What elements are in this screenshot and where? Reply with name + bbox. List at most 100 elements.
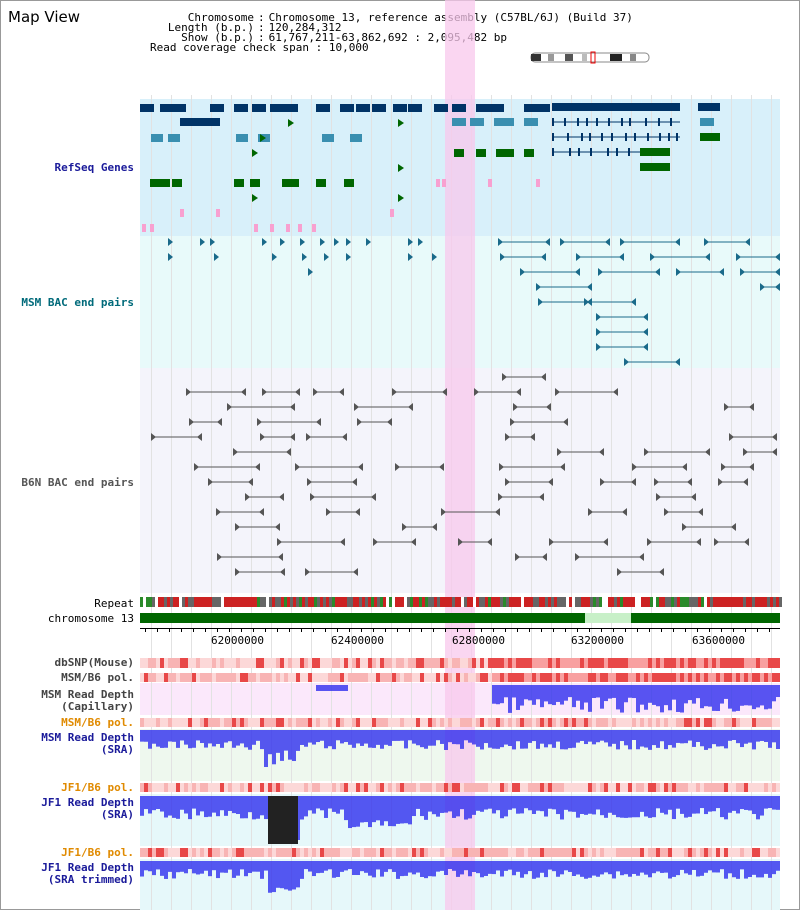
msm-b6-pol-cell[interactable] — [540, 673, 544, 682]
jf1-sra-bar[interactable] — [576, 796, 580, 818]
repeat-segment[interactable] — [344, 597, 347, 607]
msm-sra-bar[interactable] — [456, 730, 460, 745]
jf1-b6-pol-cell[interactable] — [236, 783, 240, 792]
msm-sra-bar[interactable] — [408, 730, 412, 741]
jf1-trimmed-bar[interactable] — [616, 861, 620, 872]
jf1-b6-pol-cell[interactable] — [260, 848, 264, 857]
msm-capillary-bar[interactable] — [748, 685, 752, 706]
msm-b6-pol-cell[interactable] — [140, 718, 144, 727]
jf1-trimmed-bar[interactable] — [160, 861, 164, 876]
msm-b6-pol-cell[interactable] — [224, 718, 228, 727]
msm-bac-pair-end[interactable] — [620, 238, 625, 246]
msm-b6-pol-cell[interactable] — [480, 718, 484, 727]
gene-feature[interactable] — [172, 104, 186, 112]
jf1-trimmed-bar[interactable] — [560, 861, 564, 875]
jf1-b6-pol-cell[interactable] — [552, 783, 556, 792]
jf1-sra-bar[interactable] — [300, 796, 304, 820]
repeat-segment[interactable] — [773, 597, 776, 607]
jf1-b6-pol-cell[interactable] — [748, 848, 752, 857]
repeat-segment[interactable] — [254, 597, 257, 607]
dbsnp-cell[interactable] — [204, 658, 208, 668]
dbsnp-cell[interactable] — [536, 658, 540, 668]
repeat-segment[interactable] — [143, 597, 146, 607]
jf1-b6-pol-cell[interactable] — [232, 848, 236, 857]
repeat-segment[interactable] — [755, 597, 758, 607]
jf1-b6-pol-cell[interactable] — [604, 783, 608, 792]
repeat-segment[interactable] — [476, 597, 479, 607]
b6n-bac-pair-end[interactable] — [245, 493, 250, 501]
repeat-segment[interactable] — [533, 597, 536, 607]
small-feature[interactable] — [312, 224, 316, 232]
repeat-segment[interactable] — [563, 597, 566, 607]
msm-sra-bar[interactable] — [552, 730, 556, 748]
repeat-segment[interactable] — [371, 597, 374, 607]
b6n-bac-pair-end[interactable] — [290, 403, 295, 411]
jf1-sra-bar[interactable] — [424, 796, 428, 820]
msm-b6-pol-cell[interactable] — [684, 718, 688, 727]
repeat-segment[interactable] — [560, 597, 563, 607]
msm-capillary-bar[interactable] — [680, 685, 684, 713]
msm-capillary-bar[interactable] — [504, 685, 508, 698]
msm-sra-bar[interactable] — [368, 730, 372, 748]
jf1-b6-pol-cell[interactable] — [700, 848, 704, 857]
dbsnp-cell[interactable] — [752, 658, 756, 668]
msm-b6-pol-cell[interactable] — [604, 673, 608, 682]
jf1-b6-pol-cell[interactable] — [716, 783, 720, 792]
jf1-sra-bar[interactable] — [184, 796, 188, 814]
b6n-bac-pair-end[interactable] — [548, 478, 553, 486]
msm-capillary-bar[interactable] — [540, 685, 544, 708]
msm-sra-bar[interactable] — [204, 730, 208, 748]
jf1-b6-pol-cell[interactable] — [696, 783, 700, 792]
track-label-dbsnp[interactable]: dbSNP(Mouse) — [54, 656, 134, 669]
msm-b6-pol-cell[interactable] — [216, 718, 220, 727]
msm-b6-pol-cell[interactable] — [620, 673, 624, 682]
jf1-b6-pol-cell[interactable] — [380, 783, 384, 792]
repeat-segment[interactable] — [365, 597, 368, 607]
repeat-segment[interactable] — [590, 597, 593, 607]
jf1-b6-pol-cell[interactable] — [276, 848, 280, 857]
msm-sra-bar[interactable] — [720, 730, 724, 747]
jf1-b6-pol-cell[interactable] — [764, 848, 768, 857]
repeat-segment[interactable] — [281, 597, 284, 607]
msm-b6-pol-cell[interactable] — [652, 673, 656, 682]
msm-sra-bar[interactable] — [480, 730, 484, 750]
repeat-segment[interactable] — [461, 597, 464, 607]
msm-b6-pol-cell[interactable] — [636, 673, 640, 682]
jf1-b6-pol-cell[interactable] — [500, 783, 504, 792]
dbsnp-cell[interactable] — [232, 658, 236, 668]
jf1-trimmed-bar[interactable] — [236, 861, 240, 876]
jf1-sra-bar[interactable] — [388, 796, 392, 827]
gene-feature[interactable] — [524, 149, 534, 157]
msm-b6-pol-cell[interactable] — [396, 718, 400, 727]
gene-feature[interactable] — [322, 134, 334, 142]
msm-sra-bar[interactable] — [400, 730, 404, 741]
b6n-bac-pair-end[interactable] — [696, 538, 701, 546]
b6n-bac-pair-end[interactable] — [277, 538, 282, 546]
repeat-segment[interactable] — [641, 597, 644, 607]
repeat-segment[interactable] — [407, 597, 410, 607]
jf1-b6-pol-cell[interactable] — [264, 783, 268, 792]
repeat-segment[interactable] — [500, 597, 503, 607]
jf1-sra-bar[interactable] — [380, 796, 384, 826]
jf1-trimmed-bar[interactable] — [548, 861, 552, 870]
jf1-sra-bar[interactable] — [196, 796, 200, 816]
msm-b6-pol-cell[interactable] — [748, 718, 752, 727]
dbsnp-cell[interactable] — [548, 658, 552, 668]
jf1-b6-pol-cell[interactable] — [332, 848, 336, 857]
repeat-segment[interactable] — [719, 597, 722, 607]
jf1-sra-bar[interactable] — [624, 796, 628, 818]
repeat-segment[interactable] — [356, 597, 359, 607]
jf1-b6-pol-cell[interactable] — [556, 783, 560, 792]
msm-b6-pol-cell[interactable] — [752, 718, 756, 727]
jf1-b6-pol-cell[interactable] — [328, 783, 332, 792]
msm-b6-pol-cell[interactable] — [272, 718, 276, 727]
repeat-segment[interactable] — [638, 597, 641, 607]
msm-capillary-bar[interactable] — [592, 685, 596, 699]
msm-b6-pol-cell[interactable] — [564, 718, 568, 727]
exon-tick[interactable] — [581, 133, 583, 141]
msm-sra-bar[interactable] — [556, 730, 560, 742]
msm-b6-pol-cell[interactable] — [412, 673, 416, 682]
jf1-b6-pol-cell[interactable] — [468, 783, 472, 792]
gene-feature[interactable] — [168, 134, 180, 142]
msm-sra-bar[interactable] — [564, 730, 568, 750]
